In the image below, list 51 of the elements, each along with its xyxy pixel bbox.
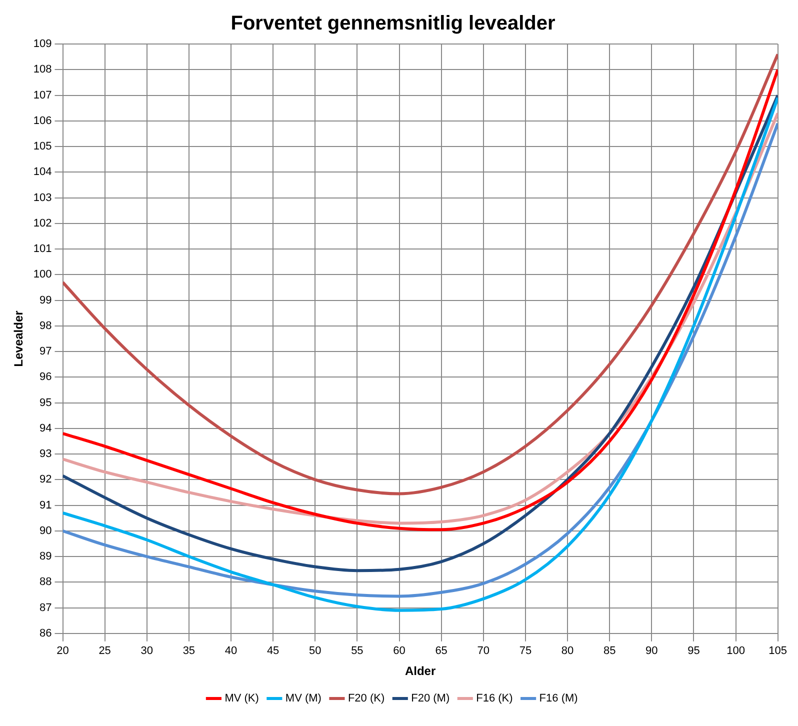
y-tick-label: 104: [33, 166, 52, 178]
y-tick-label: 96: [40, 371, 52, 384]
y-tick-label: 86: [40, 627, 52, 640]
legend-label: F16 (K): [476, 692, 513, 705]
y-tick-label: 94: [40, 422, 52, 434]
y-tick-label: 90: [40, 524, 52, 537]
x-tick-label: 55: [351, 645, 364, 658]
x-axis-title: Alder: [404, 664, 436, 678]
x-tick-label: 20: [56, 645, 69, 658]
x-tick-label: 75: [519, 645, 532, 658]
y-tick-label: 103: [33, 192, 52, 204]
x-tick-label: 85: [603, 645, 616, 658]
y-tick-label: 105: [33, 140, 52, 153]
y-tick-label: 106: [33, 114, 52, 127]
y-axis-title: Levealder: [12, 310, 26, 367]
legend-label: MV (K): [224, 692, 259, 705]
y-tick-label: 107: [33, 89, 52, 102]
x-tick-label: 45: [266, 645, 280, 658]
x-tick-label: 30: [140, 645, 154, 658]
x-tick-label: 40: [224, 645, 238, 658]
y-tick-label: 97: [40, 346, 52, 358]
y-tick-label: 88: [40, 576, 52, 588]
x-tick-label: 70: [477, 645, 490, 658]
legend-label: F20 (M): [411, 692, 450, 705]
y-tick-label: 100: [33, 268, 52, 281]
x-tick-label: 80: [561, 645, 574, 658]
y-tick-label: 99: [40, 294, 52, 306]
y-tick-label: 95: [40, 396, 52, 409]
x-tick-label: 35: [182, 645, 196, 658]
x-tick-label: 100: [726, 645, 745, 658]
y-tick-label: 89: [40, 550, 52, 563]
x-tick-label: 25: [98, 645, 111, 658]
y-tick-label: 93: [40, 448, 52, 460]
y-tick-label: 109: [33, 38, 52, 50]
x-tick-label: 60: [393, 645, 406, 658]
y-tick-label: 92: [40, 474, 52, 486]
x-tick-label: 50: [309, 645, 322, 658]
y-tick-label: 101: [33, 243, 52, 256]
chart-title: Forventet gennemsnitlig levealder: [230, 12, 556, 35]
legend-label: F20 (K): [348, 692, 385, 705]
x-tick-label: 95: [688, 645, 700, 658]
legend-label: MV (M): [285, 692, 322, 705]
y-tick-label: 98: [40, 320, 52, 332]
legend-label: F16 (M): [539, 692, 578, 705]
x-tick-label: 90: [646, 645, 658, 658]
y-tick-label: 87: [40, 602, 52, 614]
y-tick-label: 102: [33, 217, 52, 230]
y-tick-label: 108: [33, 64, 52, 76]
y-tick-label: 91: [40, 499, 52, 512]
x-tick-label: 65: [435, 645, 448, 658]
x-tick-label: 105: [768, 645, 788, 658]
